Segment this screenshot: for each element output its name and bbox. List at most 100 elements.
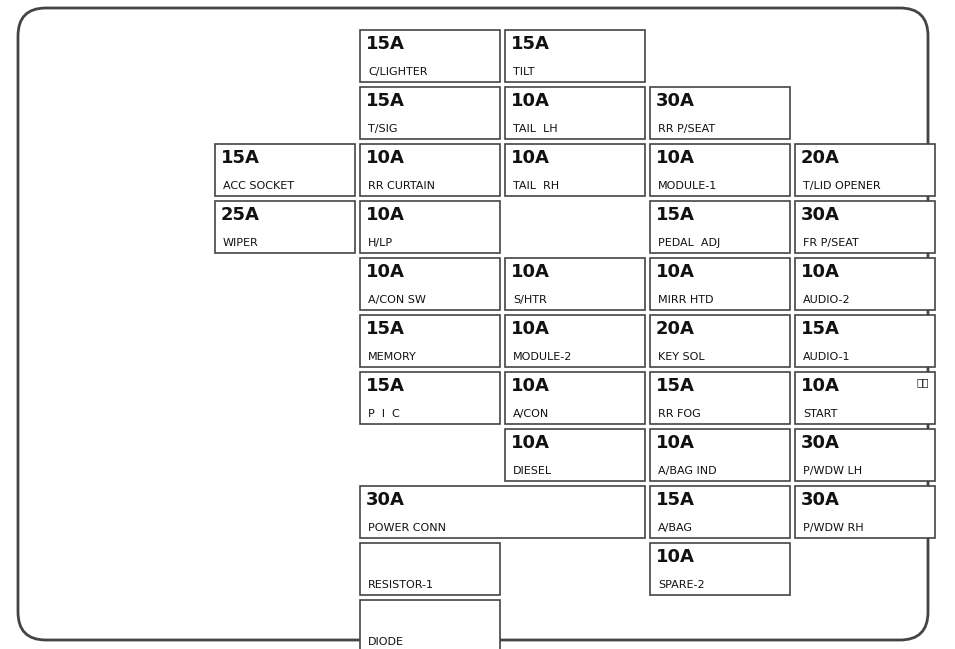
Text: TAIL  LH: TAIL LH (513, 124, 558, 134)
Text: 15A: 15A (221, 149, 260, 167)
Bar (360, 543, 500, 595)
Bar (215, 144, 355, 196)
Text: 10A: 10A (366, 149, 405, 167)
Text: A/CON: A/CON (513, 409, 549, 419)
Text: DIODE: DIODE (368, 637, 404, 647)
Text: 10A: 10A (511, 92, 550, 110)
Text: 시동: 시동 (917, 377, 929, 387)
Text: TILT: TILT (513, 67, 535, 77)
Bar (360, 30, 500, 82)
Bar (650, 429, 790, 481)
Text: SPARE-2: SPARE-2 (658, 580, 705, 590)
Bar (650, 543, 790, 595)
Text: RR CURTAIN: RR CURTAIN (368, 181, 435, 191)
Bar (650, 258, 790, 310)
Text: START: START (803, 409, 838, 419)
Text: KEY SOL: KEY SOL (658, 352, 705, 362)
Bar (505, 87, 645, 139)
Text: ACC SOCKET: ACC SOCKET (223, 181, 294, 191)
Text: 10A: 10A (656, 263, 695, 281)
Text: 15A: 15A (656, 206, 695, 224)
Text: 10A: 10A (511, 434, 550, 452)
Bar (795, 258, 935, 310)
Text: MIRR HTD: MIRR HTD (658, 295, 713, 305)
Bar (360, 315, 500, 367)
Bar (360, 201, 500, 253)
Text: PEDAL  ADJ: PEDAL ADJ (658, 238, 720, 248)
Text: P/WDW LH: P/WDW LH (803, 466, 862, 476)
Text: 15A: 15A (801, 320, 839, 338)
Bar (650, 87, 790, 139)
Text: 15A: 15A (366, 35, 405, 53)
Bar (650, 315, 790, 367)
Bar (650, 201, 790, 253)
Text: 10A: 10A (366, 263, 405, 281)
Bar (795, 372, 935, 424)
Bar (360, 258, 500, 310)
Text: FR P/SEAT: FR P/SEAT (803, 238, 859, 248)
Text: S/HTR: S/HTR (513, 295, 547, 305)
Text: TAIL  RH: TAIL RH (513, 181, 559, 191)
Text: WIPER: WIPER (223, 238, 259, 248)
Text: C/LIGHTER: C/LIGHTER (368, 67, 428, 77)
Bar (795, 144, 935, 196)
Text: T/SIG: T/SIG (368, 124, 397, 134)
Bar (650, 144, 790, 196)
Text: 15A: 15A (656, 491, 695, 509)
Text: H/LP: H/LP (368, 238, 393, 248)
Bar (795, 201, 935, 253)
Text: 10A: 10A (366, 206, 405, 224)
Text: P  I  C: P I C (368, 409, 400, 419)
Text: 25A: 25A (221, 206, 260, 224)
Text: T/LID OPENER: T/LID OPENER (803, 181, 881, 191)
Bar (505, 372, 645, 424)
Text: 30A: 30A (801, 434, 839, 452)
Text: 20A: 20A (656, 320, 695, 338)
Text: DIESEL: DIESEL (513, 466, 552, 476)
Bar (505, 30, 645, 82)
Text: RESISTOR-1: RESISTOR-1 (368, 580, 434, 590)
Text: 15A: 15A (366, 377, 405, 395)
Bar (650, 372, 790, 424)
Text: 10A: 10A (511, 320, 550, 338)
Text: 10A: 10A (656, 434, 695, 452)
Bar (505, 429, 645, 481)
Text: 10A: 10A (511, 149, 550, 167)
Bar (505, 144, 645, 196)
Text: 15A: 15A (366, 320, 405, 338)
Text: A/CON SW: A/CON SW (368, 295, 426, 305)
Bar (795, 429, 935, 481)
Bar (215, 201, 355, 253)
Text: MODULE-1: MODULE-1 (658, 181, 717, 191)
Text: 10A: 10A (656, 548, 695, 566)
Bar (360, 600, 500, 649)
Text: MEMORY: MEMORY (368, 352, 416, 362)
Text: 30A: 30A (366, 491, 405, 509)
Bar (360, 486, 645, 538)
Text: AUDIO-2: AUDIO-2 (803, 295, 851, 305)
Text: RR P/SEAT: RR P/SEAT (658, 124, 715, 134)
FancyBboxPatch shape (18, 8, 928, 640)
Text: 10A: 10A (511, 377, 550, 395)
Text: RR FOG: RR FOG (658, 409, 701, 419)
Bar (360, 87, 500, 139)
Bar (360, 372, 500, 424)
Text: P/WDW RH: P/WDW RH (803, 523, 863, 533)
Bar (505, 315, 645, 367)
Text: 30A: 30A (801, 206, 839, 224)
Text: 20A: 20A (801, 149, 839, 167)
Text: 15A: 15A (366, 92, 405, 110)
Text: 10A: 10A (801, 377, 839, 395)
Bar (505, 258, 645, 310)
Bar (360, 144, 500, 196)
Text: AUDIO-1: AUDIO-1 (803, 352, 851, 362)
Text: MODULE-2: MODULE-2 (513, 352, 572, 362)
Bar (795, 486, 935, 538)
Text: 10A: 10A (511, 263, 550, 281)
Text: 30A: 30A (656, 92, 695, 110)
Text: A/BAG: A/BAG (658, 523, 693, 533)
Text: 10A: 10A (656, 149, 695, 167)
Text: A/BAG IND: A/BAG IND (658, 466, 716, 476)
Text: 15A: 15A (511, 35, 550, 53)
Text: 10A: 10A (801, 263, 839, 281)
